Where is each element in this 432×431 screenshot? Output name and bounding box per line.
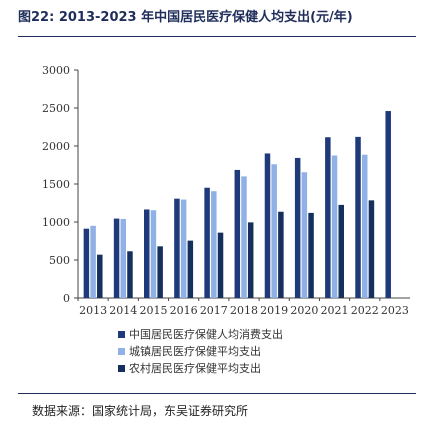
chart-legend: 中国居民医疗保健人均消费支出 城镇居民医疗保健平均支出 农村居民医疗保健平均支出 [118,326,283,377]
legend-label-national: 中国居民医疗保健人均消费支出 [129,328,283,341]
bar-urban-2014 [120,218,127,298]
x-tick-label: 2014 [109,304,137,317]
bar-rural-2019 [278,211,284,298]
x-tick-label: 2013 [79,304,107,317]
bar-rural-2014 [127,251,133,298]
bar-urban-2013 [90,225,96,298]
x-tick-label: 2018 [230,304,258,317]
bar-urban-2021 [331,155,338,298]
x-tick-label: 2017 [200,304,228,317]
y-tick-label: 2500 [42,102,70,115]
bar-national-2021 [325,137,331,298]
y-tick-label: 2000 [42,140,70,153]
y-tick-label: 0 [63,292,70,305]
legend-swatch-national [118,331,125,338]
legend-item-rural: 农村居民医疗保健平均支出 [118,360,283,377]
bar-national-2020 [294,157,301,298]
bar-urban-2022 [361,154,368,298]
y-tick-label: 500 [49,254,70,267]
bar-national-2015 [144,209,150,298]
x-tick-label: 2022 [351,304,379,317]
bar-urban-2016 [180,199,187,298]
x-tick-label: 2015 [139,304,167,317]
legend-item-urban: 城镇居民医疗保健平均支出 [118,343,283,360]
bar-rural-2017 [217,232,224,298]
legend-swatch-urban [118,348,125,355]
chart-title: 图22: 2013-2023 年中国居民医疗保健人均支出(元/年) [18,10,353,25]
bar-national-2014 [113,218,120,298]
bar-national-2013 [83,228,90,298]
bar-rural-2018 [247,222,254,298]
bar-urban-2018 [241,176,247,298]
x-tick-label: 2021 [321,304,349,317]
bar-urban-2019 [271,164,277,298]
top-rule [18,36,416,37]
bar-rural-2013 [97,254,103,298]
x-tick-label: 2016 [170,304,198,317]
bar-rural-2020 [308,212,314,298]
x-tick-label: 2020 [290,304,318,317]
bottom-rule [18,393,416,394]
x-tick-label: 2019 [260,304,288,317]
y-tick-label: 1000 [42,216,70,229]
y-tick-label: 1500 [42,178,70,191]
bar-urban-2015 [150,210,157,298]
bar-rural-2016 [187,240,194,298]
legend-label-rural: 农村居民医疗保健平均支出 [129,362,261,375]
bar-urban-2017 [211,191,217,298]
bar-rural-2022 [368,200,375,298]
bar-rural-2015 [157,246,163,298]
legend-item-national: 中国居民医疗保健人均消费支出 [118,326,283,343]
bar-national-2018 [234,169,241,298]
bar-national-2022 [355,136,361,298]
y-tick-label: 3000 [42,64,70,77]
bar-rural-2021 [338,204,344,298]
bar-national-2019 [264,153,271,298]
bar-national-2017 [204,187,210,298]
bar-national-2016 [174,198,180,298]
bar-urban-2020 [301,172,308,298]
x-tick-label: 2023 [381,304,409,317]
legend-label-urban: 城镇居民医疗保健平均支出 [129,345,261,358]
bar-national-2023 [385,111,391,298]
legend-swatch-rural [118,365,125,372]
source-note: 数据来源：国家统计局，东吴证券研究所 [32,404,249,418]
